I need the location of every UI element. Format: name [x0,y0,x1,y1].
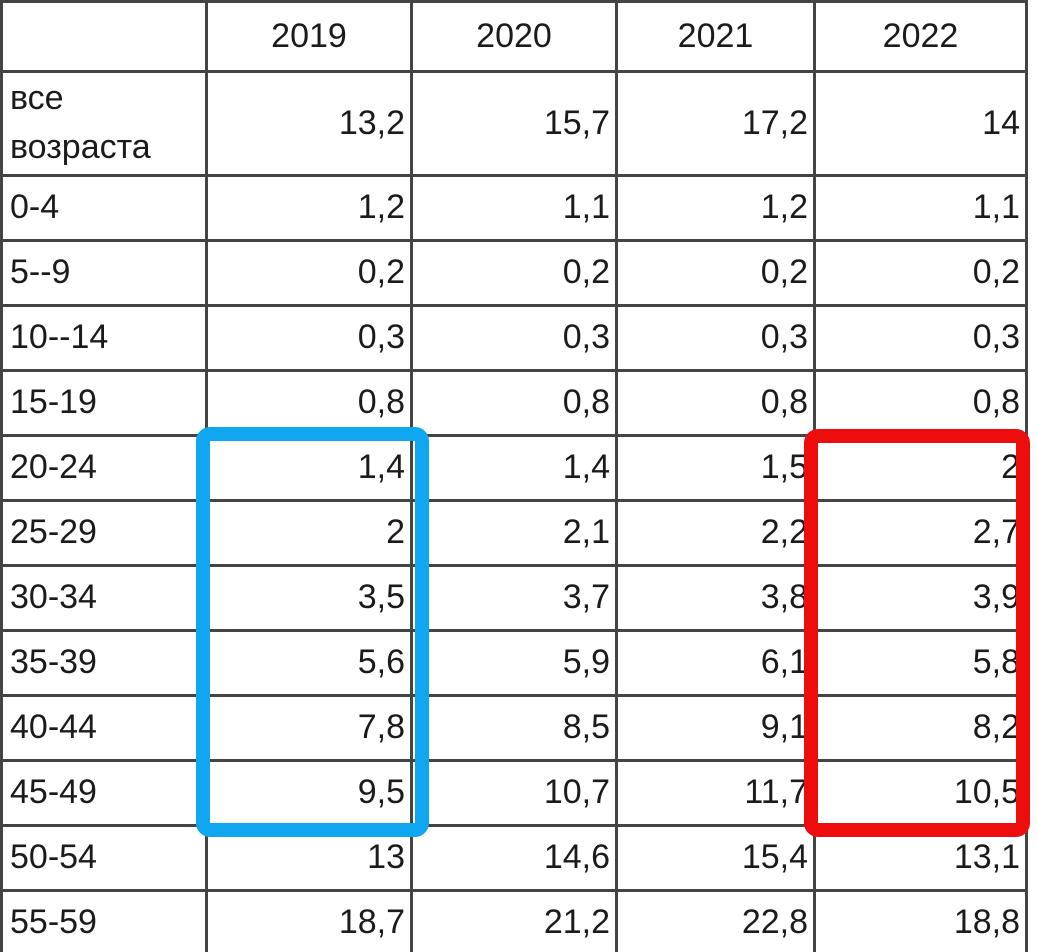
table-row: 10--14 0,3 0,3 0,3 0,3 [0,303,1028,372]
value-cell: 6,1 [615,628,816,697]
value-cell: 17,2 [615,70,816,177]
table-row: 25-29 2 2,1 2,2 2,7 [0,498,1028,567]
year-header-2021: 2021 [615,0,816,73]
value-cell: 1,5 [615,433,816,502]
value-cell: 18,8 [813,888,1028,952]
row-label: 20-24 [0,433,208,502]
value-cell: 3,9 [813,563,1028,632]
value-cell: 0,3 [813,303,1028,372]
value-cell: 18,7 [205,888,413,952]
value-cell: 10,7 [410,758,618,827]
value-cell: 13,1 [813,823,1028,892]
value-cell: 11,7 [615,758,816,827]
value-cell: 2 [813,433,1028,502]
value-cell: 5,9 [410,628,618,697]
table-row: 30-34 3,5 3,7 3,8 3,9 [0,563,1028,632]
value-cell: 5,6 [205,628,413,697]
value-cell: 14,6 [410,823,618,892]
value-cell: 1,1 [410,173,618,242]
value-cell: 0,2 [813,238,1028,307]
value-cell: 13,2 [205,70,413,177]
year-header-2022: 2022 [813,0,1028,73]
value-cell: 13 [205,823,413,892]
table-row: 0-4 1,2 1,1 1,2 1,1 [0,173,1028,242]
row-label: 45-49 [0,758,208,827]
row-label: 40-44 [0,693,208,762]
value-cell: 5,8 [813,628,1028,697]
value-cell: 3,7 [410,563,618,632]
value-cell: 0,3 [205,303,413,372]
table-row: 15-19 0,8 0,8 0,8 0,8 [0,368,1028,437]
value-cell: 3,8 [615,563,816,632]
value-cell: 0,3 [615,303,816,372]
value-cell: 2,2 [615,498,816,567]
year-header-2020: 2020 [410,0,618,73]
table-row: 45-49 9,5 10,7 11,7 10,5 [0,758,1028,827]
row-label: все возраста [0,70,208,177]
value-cell: 0,2 [410,238,618,307]
table-row: 35-39 5,6 5,9 6,1 5,8 [0,628,1028,697]
row-label: 30-34 [0,563,208,632]
header-row: 2019 2020 2021 2022 [0,0,1028,73]
value-cell: 1,1 [813,173,1028,242]
value-cell: 0,8 [205,368,413,437]
value-cell: 0,3 [410,303,618,372]
value-cell: 1,4 [205,433,413,502]
value-cell: 1,2 [615,173,816,242]
value-cell: 15,4 [615,823,816,892]
value-cell: 22,8 [615,888,816,952]
value-cell: 15,7 [410,70,618,177]
value-cell: 8,2 [813,693,1028,762]
table-row: 55-59 18,7 21,2 22,8 18,8 [0,888,1028,952]
value-cell: 0,2 [615,238,816,307]
value-cell: 2,7 [813,498,1028,567]
value-cell: 21,2 [410,888,618,952]
row-label: 5--9 [0,238,208,307]
value-cell: 0,8 [813,368,1028,437]
value-cell: 3,5 [205,563,413,632]
value-cell: 2,1 [410,498,618,567]
value-cell: 10,5 [813,758,1028,827]
value-cell: 0,8 [615,368,816,437]
table-row: 20-24 1,4 1,4 1,5 2 [0,433,1028,502]
value-cell: 9,1 [615,693,816,762]
row-label: 10--14 [0,303,208,372]
table-row: 5--9 0,2 0,2 0,2 0,2 [0,238,1028,307]
value-cell: 1,4 [410,433,618,502]
row-label: 50-54 [0,823,208,892]
value-cell: 1,2 [205,173,413,242]
year-header-2019: 2019 [205,0,413,73]
row-label: 35-39 [0,628,208,697]
value-cell: 7,8 [205,693,413,762]
row-label: 25-29 [0,498,208,567]
table-row: 50-54 13 14,6 15,4 13,1 [0,823,1028,892]
row-label: 0-4 [0,173,208,242]
value-cell: 0,2 [205,238,413,307]
table-row: все возраста 13,2 15,7 17,2 14 [0,70,1028,177]
corner-cell [0,0,208,73]
table-row: 40-44 7,8 8,5 9,1 8,2 [0,693,1028,762]
value-cell: 0,8 [410,368,618,437]
row-label: 15-19 [0,368,208,437]
value-cell: 8,5 [410,693,618,762]
value-cell: 14 [813,70,1028,177]
row-label: 55-59 [0,888,208,952]
value-cell: 9,5 [205,758,413,827]
value-cell: 2 [205,498,413,567]
